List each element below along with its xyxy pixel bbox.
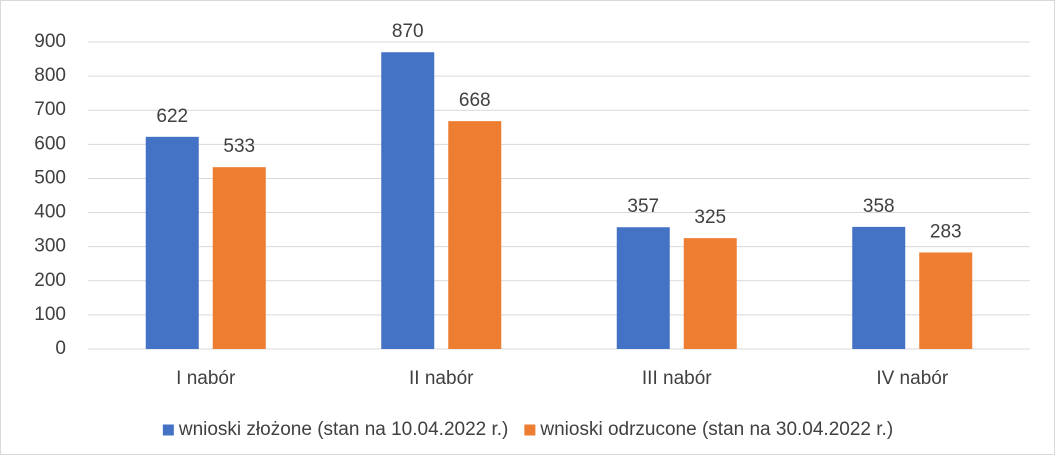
legend-swatch: [162, 424, 174, 436]
x-tick-label: II nabór: [409, 368, 474, 389]
bar: [683, 238, 737, 349]
y-tick-label: 700: [34, 99, 66, 120]
bar: [212, 167, 266, 349]
bar: [145, 136, 199, 349]
y-tick-label: 0: [55, 338, 66, 359]
data-label: 357: [627, 196, 659, 217]
y-tick-label: 800: [34, 65, 66, 86]
bar: [616, 227, 670, 349]
x-tick-label: III nabór: [642, 368, 712, 389]
y-tick-label: 400: [34, 202, 66, 223]
bar: [381, 52, 435, 349]
bar: [448, 121, 502, 349]
legend-swatch: [524, 424, 536, 436]
x-tick-label: I nabór: [176, 368, 236, 389]
data-label: 325: [694, 207, 726, 228]
data-label: 622: [156, 106, 188, 127]
data-label: 870: [392, 21, 424, 42]
y-tick-label: 900: [34, 31, 66, 52]
x-tick-label: IV nabór: [876, 368, 948, 389]
y-tick-label: 300: [34, 236, 66, 257]
data-label: 533: [223, 136, 255, 157]
y-tick-label: 600: [34, 133, 66, 154]
bar: [852, 226, 906, 349]
y-tick-label: 200: [34, 270, 66, 291]
legend-label: wnioski odrzucone (stan na 30.04.2022 r.…: [539, 419, 893, 440]
data-label: 358: [863, 196, 895, 217]
data-label: 668: [459, 90, 491, 111]
legend-label: wnioski złożone (stan na 10.04.2022 r.): [178, 419, 509, 440]
y-tick-label: 100: [34, 304, 66, 325]
y-tick-label: 500: [34, 167, 66, 188]
bar: [919, 252, 973, 349]
data-label: 283: [930, 221, 962, 242]
